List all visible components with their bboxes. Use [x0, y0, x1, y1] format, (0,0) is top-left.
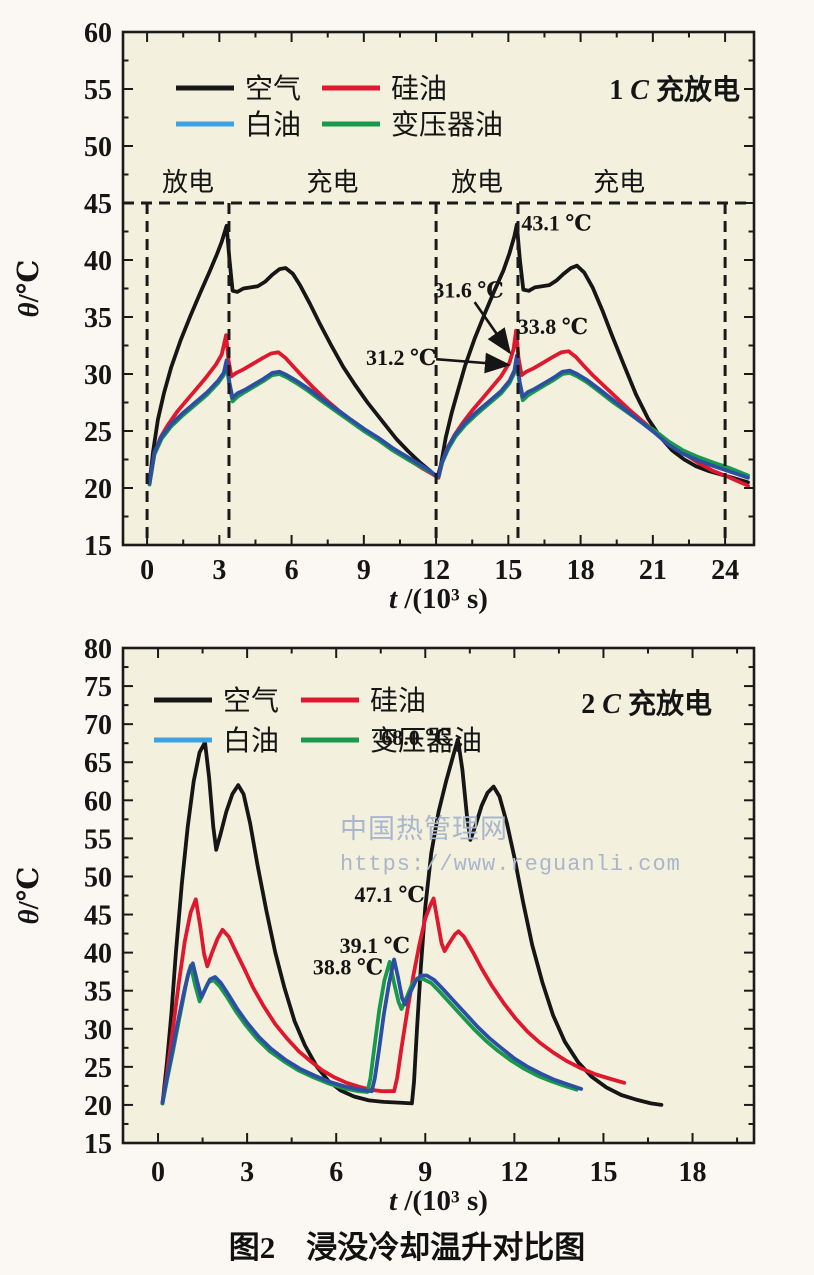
x-tick-label: 0 — [151, 1157, 165, 1188]
watermark-site-name: 中国热管理网 — [340, 814, 508, 844]
legend-label: 白油 — [223, 725, 279, 757]
annotation-arrow — [473, 301, 512, 355]
legend-item-white-oil: 白油 — [154, 725, 279, 757]
legend-item-silicone-oil: 硅油 — [301, 685, 426, 717]
annotation-value: 68.0 ℃ — [381, 725, 451, 750]
x-tick-label: 6 — [329, 1157, 343, 1188]
y-tick-label: 50 — [84, 862, 112, 893]
legend-item-air: 空气 — [154, 685, 279, 717]
x-tick-label: 9 — [418, 1157, 432, 1188]
x-tick-label: 18 — [567, 555, 595, 586]
x-tick-label: 6 — [285, 555, 299, 586]
y-tick-label: 50 — [84, 132, 112, 163]
phase-label: 充电 — [593, 168, 645, 197]
x-tick-label: 12 — [422, 555, 450, 586]
y-tick-label: 20 — [84, 474, 112, 505]
y-tick-label: 75 — [84, 672, 112, 703]
y-tick-label: 60 — [84, 18, 112, 49]
annotation-arrow — [435, 352, 511, 374]
chart-title: 2 C 充放电 — [581, 687, 712, 720]
y-tick-label: 25 — [84, 417, 112, 448]
y-tick-label: 45 — [84, 189, 112, 220]
x-tick-label: 21 — [639, 555, 667, 586]
annotation-value: 43.1 ℃ — [521, 210, 591, 235]
legend-label: 白油 — [245, 109, 301, 141]
watermark-url: https://www.reguanli.com — [340, 852, 681, 877]
y-tick-label: 55 — [84, 824, 112, 855]
y-tick-label: 20 — [84, 1091, 112, 1122]
y-tick-label: 35 — [84, 303, 112, 334]
legend-label: 硅油 — [370, 685, 426, 717]
annotation-value: 39.1 ℃ — [340, 933, 410, 958]
x-axis-title: t /(10³ s) — [389, 583, 488, 615]
legend-item-silicone-oil: 硅油 — [322, 73, 447, 105]
legend-item-transformer-oil: 变压器油 — [322, 109, 503, 141]
legend-item-transformer-oil: 变压器油 — [301, 725, 482, 757]
y-tick-label: 30 — [84, 360, 112, 391]
legend-item-air: 空气 — [176, 73, 301, 105]
y-tick-label: 35 — [84, 977, 112, 1008]
y-tick-label: 15 — [84, 1129, 112, 1160]
legend-label: 空气 — [223, 685, 279, 717]
chart-title: 1 C 充放电 — [609, 73, 740, 106]
x-tick-label: 18 — [679, 1157, 707, 1188]
x-tick-label: 0 — [140, 555, 154, 586]
annotation-value: 31.6 ℃ — [433, 278, 503, 303]
legend-item-white-oil: 白油 — [176, 109, 301, 141]
chart-1-1c: 放电 充电 放电 充电 0 3 6 9 12 15 18 21 24 15 20 25 30 35 40 45 50 55… — [13, 18, 756, 615]
annotation-value: 38.8 ℃ — [313, 954, 383, 979]
y-tick-label: 70 — [84, 710, 112, 741]
legend-label: 变压器油 — [391, 109, 503, 141]
y-axis-title: θ/℃ — [13, 260, 45, 318]
phase-label: 放电 — [162, 168, 214, 197]
plot-background — [123, 648, 754, 1143]
phase-label: 放电 — [451, 168, 503, 197]
y-tick-label: 45 — [84, 901, 112, 932]
y-tick-label: 25 — [84, 1053, 112, 1084]
y-tick-label: 60 — [84, 786, 112, 817]
x-tick-label: 3 — [240, 1157, 254, 1188]
x-tick-label: 24 — [711, 555, 739, 586]
y-tick-label: 15 — [84, 531, 112, 562]
series-line-transformer-oil — [160, 959, 579, 1106]
series-line-air — [160, 737, 664, 1107]
phase-label: 充电 — [307, 168, 359, 197]
x-tick-label: 3 — [212, 555, 226, 586]
y-tick-label: 80 — [84, 634, 112, 665]
figure-caption: 图2 浸没冷却温升对比图 — [228, 1230, 586, 1265]
annotation-value: 33.8 ℃ — [518, 314, 588, 339]
chart-2-2c: 0 3 6 9 12 15 18 15 20 25 30 35 40 45 50 55 60 65 70 75 80 t … — [13, 634, 756, 1217]
x-axis-title: t /(10³ s) — [389, 1185, 488, 1217]
y-tick-label: 40 — [84, 939, 112, 970]
y-tick-label: 65 — [84, 748, 112, 779]
y-tick-label: 30 — [84, 1015, 112, 1046]
y-tick-label: 55 — [84, 75, 112, 106]
x-tick-label: 15 — [589, 1157, 617, 1188]
y-tick-label: 40 — [84, 246, 112, 277]
x-tick-label: 9 — [357, 555, 371, 586]
axis-ticks — [123, 647, 754, 1144]
x-tick-label: 15 — [494, 555, 522, 586]
series-line-silicone-oil — [160, 896, 627, 1105]
y-axis-title: θ/℃ — [13, 867, 45, 925]
series-line-white-oil — [160, 957, 584, 1105]
annotation-value: 47.1 ℃ — [354, 882, 424, 907]
legend-label: 空气 — [245, 73, 301, 105]
axis-ticks — [123, 31, 754, 546]
x-tick-label: 12 — [500, 1157, 528, 1188]
legend-label: 硅油 — [391, 73, 447, 105]
legend-label: 变压器油 — [370, 725, 482, 757]
annotation-value: 31.2 ℃ — [366, 345, 436, 370]
